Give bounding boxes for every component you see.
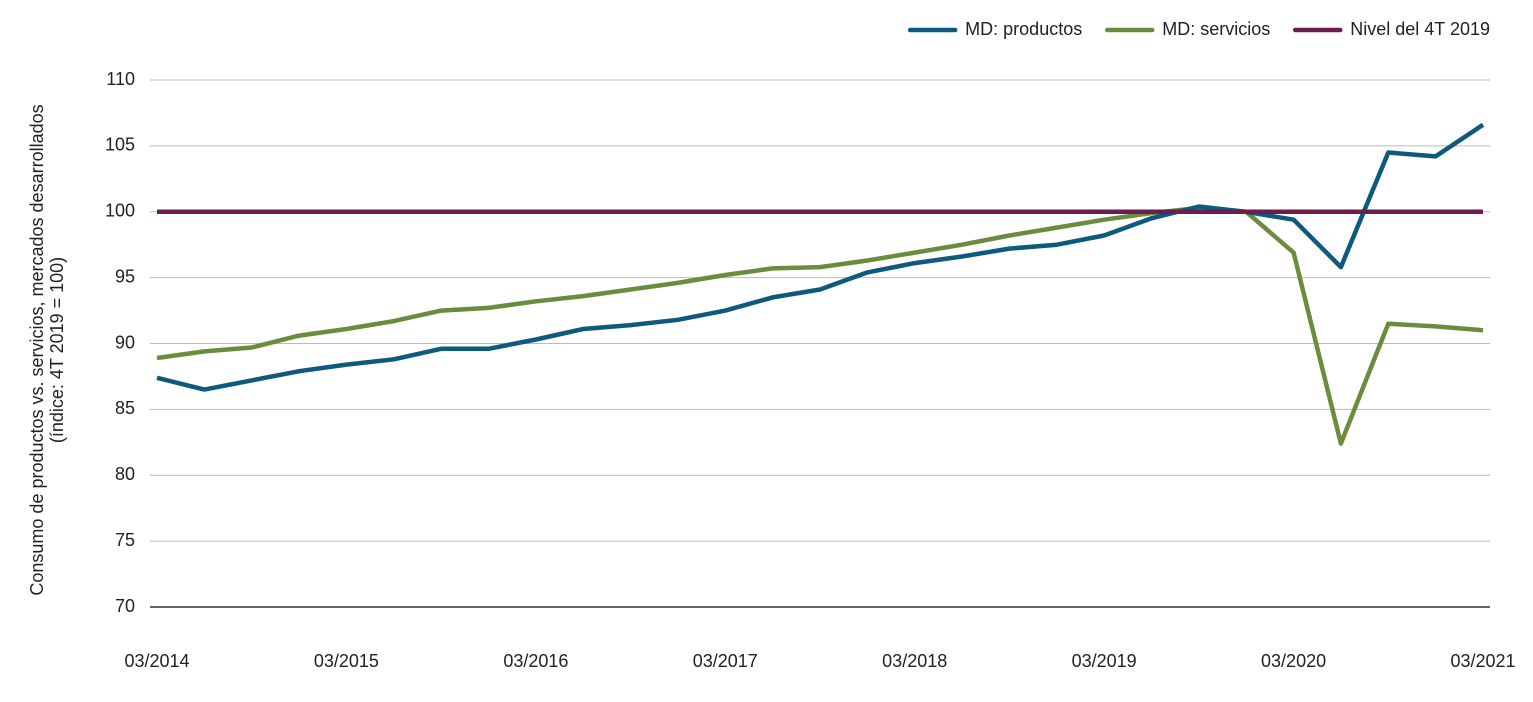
x-tick-label: 03/2016: [503, 651, 568, 671]
x-tick-label: 03/2018: [882, 651, 947, 671]
y-axis-title: Consumo de productos vs. servicios, merc…: [27, 104, 67, 595]
legend-label: Nivel del 4T 2019: [1350, 19, 1490, 39]
y-tick-label: 85: [115, 398, 135, 418]
y-axis-title-line: Consumo de productos vs. servicios, merc…: [27, 104, 47, 595]
y-tick-label: 80: [115, 464, 135, 484]
series-line: [156, 122, 1485, 392]
y-tick-label: 90: [115, 332, 135, 352]
y-tick-label: 105: [105, 135, 135, 155]
x-tick-label: 03/2019: [1072, 651, 1137, 671]
series-line: [156, 205, 1484, 446]
x-tick-label: 03/2017: [693, 651, 758, 671]
x-tick-label: 03/2014: [124, 651, 189, 671]
y-tick-label: 95: [115, 266, 135, 286]
y-tick-label: 75: [115, 530, 135, 550]
x-tick-label: 03/2021: [1450, 651, 1515, 671]
y-axis-title-line: (índice: 4T 2019 = 100): [47, 257, 67, 443]
y-tick-label: 110: [106, 69, 135, 89]
legend-label: MD: productos: [965, 19, 1082, 39]
x-tick-label: 03/2020: [1261, 651, 1326, 671]
x-tick-label: 03/2015: [314, 651, 379, 671]
y-tick-label: 70: [115, 596, 135, 616]
y-tick-label: 100: [105, 201, 135, 221]
legend-label: MD: servicios: [1162, 19, 1270, 39]
